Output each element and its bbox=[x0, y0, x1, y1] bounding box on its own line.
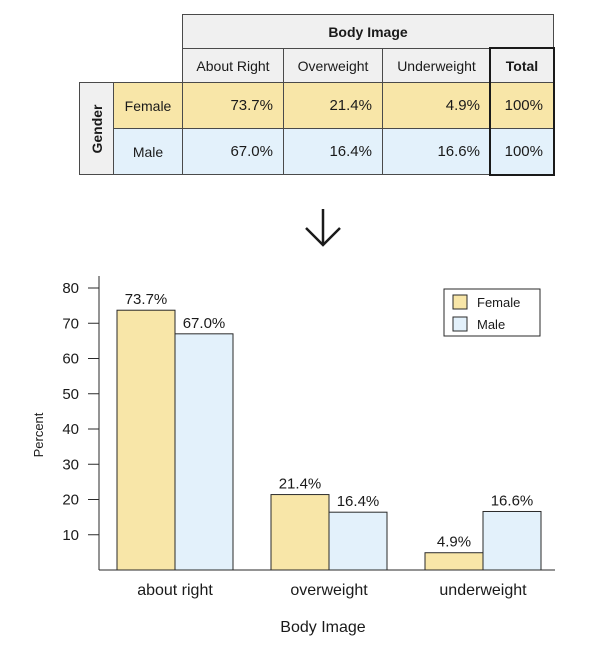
bar-chart: 10 20 30 40 50 60 70 80 Percent Body Image 73.7% 67… bbox=[31, 276, 555, 636]
cell-female-underweight: 4.9% bbox=[382, 82, 491, 129]
cell-female-total: 100% bbox=[490, 82, 554, 129]
legend-label-female: Female bbox=[477, 295, 520, 310]
bar-male-overweight bbox=[328, 511, 388, 571]
data-label: 67.0% bbox=[183, 315, 226, 332]
x-tick-label: about right bbox=[137, 582, 213, 599]
x-tick-label: underweight bbox=[439, 582, 527, 599]
y-axis-label: Percent bbox=[31, 412, 46, 457]
data-label: 4.9% bbox=[437, 534, 471, 551]
y-tick-label: 80 bbox=[62, 280, 79, 297]
bar-female-underweight bbox=[424, 552, 484, 571]
bar-female-overweight bbox=[270, 494, 330, 571]
y-tick-label: 30 bbox=[62, 456, 79, 473]
cell-male-overweight: 16.4% bbox=[283, 128, 383, 175]
column-header-total: Total bbox=[490, 48, 554, 83]
cell-male-total: 100% bbox=[490, 128, 554, 175]
y-tick-label: 50 bbox=[62, 386, 79, 403]
row-group-label: Gender bbox=[79, 82, 114, 175]
cell-female-about-right: 73.7% bbox=[182, 82, 284, 129]
legend-swatch-male bbox=[452, 316, 468, 332]
y-tick-label: 20 bbox=[62, 492, 79, 509]
cell-male-about-right: 67.0% bbox=[182, 128, 284, 175]
y-tick-label: 70 bbox=[62, 315, 79, 332]
x-axis-label: Body Image bbox=[280, 619, 365, 636]
y-tick-label: 40 bbox=[62, 421, 79, 438]
column-header-underweight: Underweight bbox=[382, 48, 491, 83]
table-title: Body Image bbox=[182, 14, 554, 49]
data-label: 21.4% bbox=[279, 476, 322, 493]
row-group-label-text: Gender bbox=[88, 103, 105, 154]
data-label: 73.7% bbox=[125, 291, 168, 308]
down-arrow-icon bbox=[305, 209, 341, 247]
row-label-male: Male bbox=[113, 128, 183, 175]
data-label: 16.6% bbox=[491, 492, 534, 509]
column-header-overweight: Overweight bbox=[283, 48, 383, 83]
legend-swatch-female bbox=[452, 294, 468, 310]
bar-male-about-right bbox=[174, 333, 234, 571]
y-tick-label: 10 bbox=[62, 527, 79, 544]
bar-male-underweight bbox=[482, 510, 542, 571]
x-tick-label: overweight bbox=[290, 582, 368, 599]
data-label: 16.4% bbox=[337, 493, 380, 510]
cell-male-underweight: 16.6% bbox=[382, 128, 491, 175]
legend-label-male: Male bbox=[477, 317, 505, 332]
bar-female-about-right bbox=[116, 309, 176, 571]
row-label-female: Female bbox=[113, 82, 183, 129]
cell-female-overweight: 21.4% bbox=[283, 82, 383, 129]
column-header-about-right: About Right bbox=[182, 48, 284, 83]
y-tick-label: 60 bbox=[62, 351, 79, 368]
